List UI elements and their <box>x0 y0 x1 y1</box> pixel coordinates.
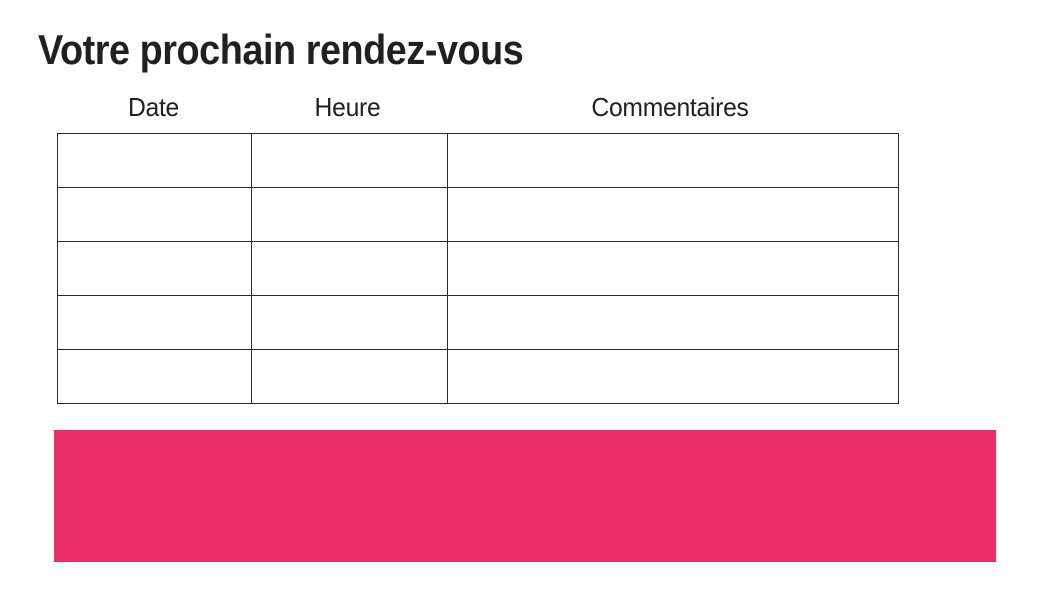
table-cell <box>447 241 899 296</box>
table-cell <box>57 133 252 188</box>
table-cell <box>57 349 252 404</box>
table-row <box>57 295 899 350</box>
table-row <box>57 133 899 188</box>
column-header-date: Date <box>127 92 180 122</box>
table-row <box>57 349 899 404</box>
table-cell <box>447 349 899 404</box>
page-title: Votre prochain rendez-vous <box>38 26 524 73</box>
table-cell <box>251 133 448 188</box>
table-cell <box>57 295 252 350</box>
appointments-table-body <box>57 133 899 404</box>
table-column-headers: Date Heure Commentaires <box>57 92 895 123</box>
table-cell <box>251 349 448 404</box>
accent-banner <box>54 430 996 562</box>
table-cell <box>251 295 448 350</box>
table-cell <box>57 241 252 296</box>
table-cell <box>251 241 448 296</box>
table-row <box>57 187 899 242</box>
table-cell <box>57 187 252 242</box>
table-cell <box>447 133 899 188</box>
table-cell <box>447 295 899 350</box>
table-cell <box>447 187 899 242</box>
column-header-commentaires: Commentaires <box>591 92 749 122</box>
column-header-heure: Heure <box>314 92 381 122</box>
appointments-table <box>57 133 899 404</box>
table-row <box>57 241 899 296</box>
table-cell <box>251 187 448 242</box>
